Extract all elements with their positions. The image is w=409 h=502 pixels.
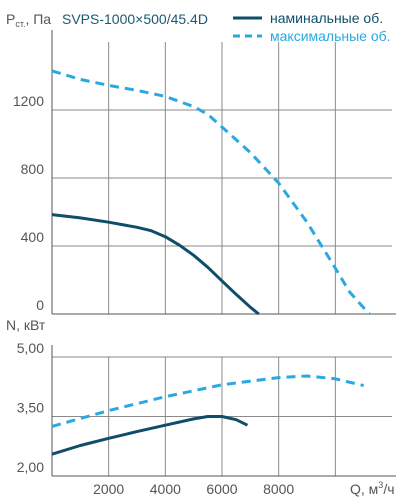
power-xtick-label: 4000 [150,481,181,497]
legend-label-max: максимальные об. [270,28,391,44]
power-series-max [51,374,365,428]
pressure-series-max [51,69,371,316]
pressure-series-nominal [51,213,260,316]
pressure-ytick-label: 0 [36,297,44,313]
legend-label-nominal: наминальные об. [270,10,383,26]
pressure-ytick-label: 1200 [13,93,44,109]
power-ytick-label: 5,00 [17,340,44,356]
power-ytick-label: 3,50 [17,400,44,416]
pressure-panel: 0 400 800 1200 Pст., Па SVPS-1000×500/45.4D на… [6,10,396,316]
pressure-ytick-label: 400 [21,229,45,245]
power-xtick-label: 6000 [206,481,237,497]
power-panel: 2,00 3,50 5,00 N, кВт 2000 4000 6000 8000 Q, м3/… [6,317,396,497]
model-title: SVPS-1000×500/45.4D [62,11,208,27]
power-xtick-label: 8000 [263,481,294,497]
pressure-ytick-label: 800 [21,161,45,177]
power-series-nominal [51,415,249,456]
power-ytick-label: 2,00 [17,459,44,475]
flow-axis-title: Q, м3/ч [350,480,395,497]
power-axis-title: N, кВт [6,317,46,333]
power-xtick-label: 2000 [93,481,124,497]
pressure-axis-title: Pст., Па [6,11,51,29]
